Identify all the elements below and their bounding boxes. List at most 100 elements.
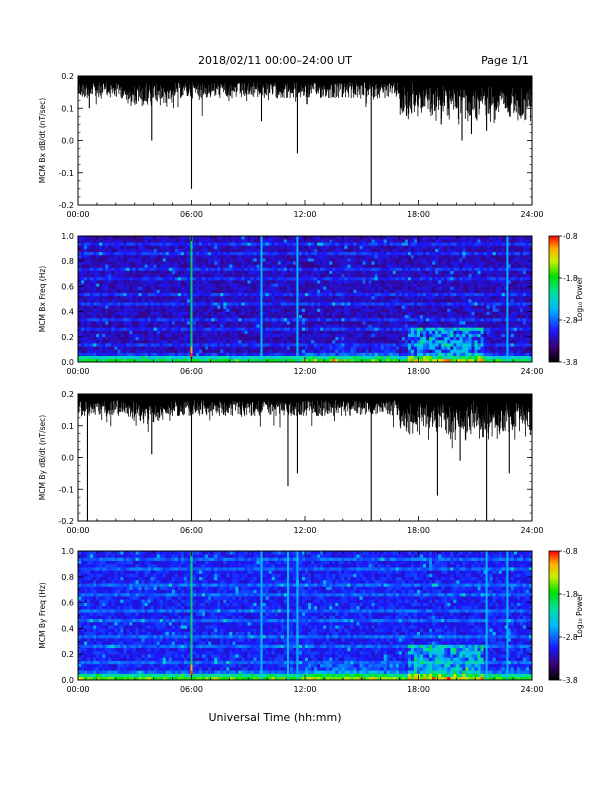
spectrogram-cell xyxy=(99,333,103,338)
spectrogram-cell xyxy=(323,314,327,319)
spectrogram-cell xyxy=(217,251,221,256)
spectrogram-cell xyxy=(211,264,215,268)
spectrogram-cell xyxy=(292,299,297,303)
spectrogram-cell xyxy=(389,343,394,347)
spectrogram-cell xyxy=(377,267,381,271)
spectrogram-cell xyxy=(214,311,218,316)
spectrogram-cell xyxy=(223,292,227,297)
spectrogram-cell xyxy=(111,302,115,306)
spectrogram-cell xyxy=(90,286,94,290)
spectrogram-cell xyxy=(298,273,303,278)
spectrogram-cell xyxy=(308,352,312,356)
spectrogram-cell xyxy=(102,302,106,306)
spectrogram-cell xyxy=(344,280,348,284)
spectrogram-cell xyxy=(410,314,415,319)
spectrogram-cell xyxy=(223,258,227,262)
spectrogram-cell xyxy=(111,311,115,316)
spectrogram-cell xyxy=(404,355,409,360)
spectrogram-cell xyxy=(305,254,309,259)
spectrogram-cell xyxy=(202,289,206,293)
spectrogram-cell xyxy=(126,358,130,363)
spectrogram-cell xyxy=(338,308,342,312)
spectrogram-cell xyxy=(232,264,236,268)
spectrogram-cell xyxy=(202,299,206,303)
spectrogram-cell xyxy=(205,276,209,281)
spectrogram-cell xyxy=(177,245,182,249)
spectrogram-cell xyxy=(81,239,85,243)
spectrogram-cell xyxy=(356,273,360,278)
spectrogram-cell xyxy=(229,264,233,268)
spectrogram-cell xyxy=(401,270,406,275)
spectrogram-cell xyxy=(117,352,121,356)
spectrogram-cell xyxy=(84,286,88,290)
spectrogram-cell xyxy=(196,280,200,284)
spectrogram-cell xyxy=(320,349,324,353)
spectrogram-cell xyxy=(205,267,209,271)
spectrogram-cell xyxy=(105,308,109,312)
spectrogram-cell xyxy=(311,242,315,246)
spectrogram-cell xyxy=(244,302,248,306)
spectrogram-cell xyxy=(292,283,297,287)
spectrogram-cell xyxy=(362,343,366,347)
spectrogram-cell xyxy=(135,264,139,268)
spectrogram-cell xyxy=(268,236,273,240)
spectrogram-cell xyxy=(193,302,197,306)
spectrogram-cell xyxy=(84,330,88,334)
spectrogram-cell xyxy=(186,311,191,316)
spectrogram-cell xyxy=(186,317,191,322)
spectrogram-cell xyxy=(441,302,445,306)
spectrogram-cell xyxy=(253,302,257,306)
spectrogram-cell xyxy=(81,339,85,344)
spectrogram-cell xyxy=(356,352,360,356)
spectrogram-cell xyxy=(335,311,339,316)
spectrogram-cell xyxy=(380,358,384,363)
spectrogram-cell xyxy=(199,267,203,271)
spectrogram-cell xyxy=(78,339,82,344)
spectrogram-cell xyxy=(311,276,315,281)
spectrogram-cell xyxy=(438,270,442,275)
spectrogram-cell xyxy=(120,346,124,350)
spectrogram-cell xyxy=(84,267,88,271)
spectrogram-cell xyxy=(413,280,418,284)
spectrogram-cell xyxy=(93,355,97,360)
spectrogram-cell xyxy=(193,349,197,353)
spectrogram-cell xyxy=(383,273,388,278)
spectrogram-cell xyxy=(271,317,276,322)
spectrogram-cell xyxy=(362,264,366,268)
spectrogram-cell xyxy=(84,280,88,284)
spectrogram-cell xyxy=(305,349,309,353)
spectrogram-cell xyxy=(407,311,412,316)
spectrogram-cell xyxy=(314,261,318,265)
spectrogram-cell xyxy=(205,317,209,322)
spectrogram-cell xyxy=(426,251,430,256)
spectrogram-cell xyxy=(117,343,121,347)
spectrogram-cell xyxy=(217,242,221,246)
spectrogram-cell xyxy=(84,289,88,293)
spectrogram-cell xyxy=(389,333,394,338)
spectrogram-cell xyxy=(177,311,182,316)
spectrogram-cell xyxy=(356,292,360,297)
spectrogram-cell xyxy=(141,321,145,325)
spectrogram-cell xyxy=(398,305,403,309)
spectrogram-cell xyxy=(150,330,154,334)
spectrogram-cell xyxy=(341,273,345,278)
spectrogram-cell xyxy=(317,330,321,334)
spectrogram-cell xyxy=(205,333,209,338)
spectrogram-cell xyxy=(265,242,269,246)
spectrogram-cell xyxy=(235,336,239,341)
spectrogram-cell xyxy=(250,317,254,322)
spectrogram-cell xyxy=(407,317,412,322)
spectrogram-cell xyxy=(444,251,448,256)
spectrogram-cell xyxy=(438,355,442,360)
spectrogram-cell xyxy=(423,305,427,309)
spectrogram-cell xyxy=(220,248,224,253)
spectrogram-cell xyxy=(362,308,366,312)
spectrogram-cell xyxy=(241,258,245,262)
spectrogram-cell xyxy=(126,302,130,306)
spectrogram-cell xyxy=(426,236,430,240)
spectrogram-cell xyxy=(214,308,218,312)
spectrogram-cell xyxy=(323,352,327,356)
spectrogram-cell xyxy=(78,258,82,262)
spectrogram-cell xyxy=(435,311,439,316)
spectrogram-cell xyxy=(392,239,397,243)
